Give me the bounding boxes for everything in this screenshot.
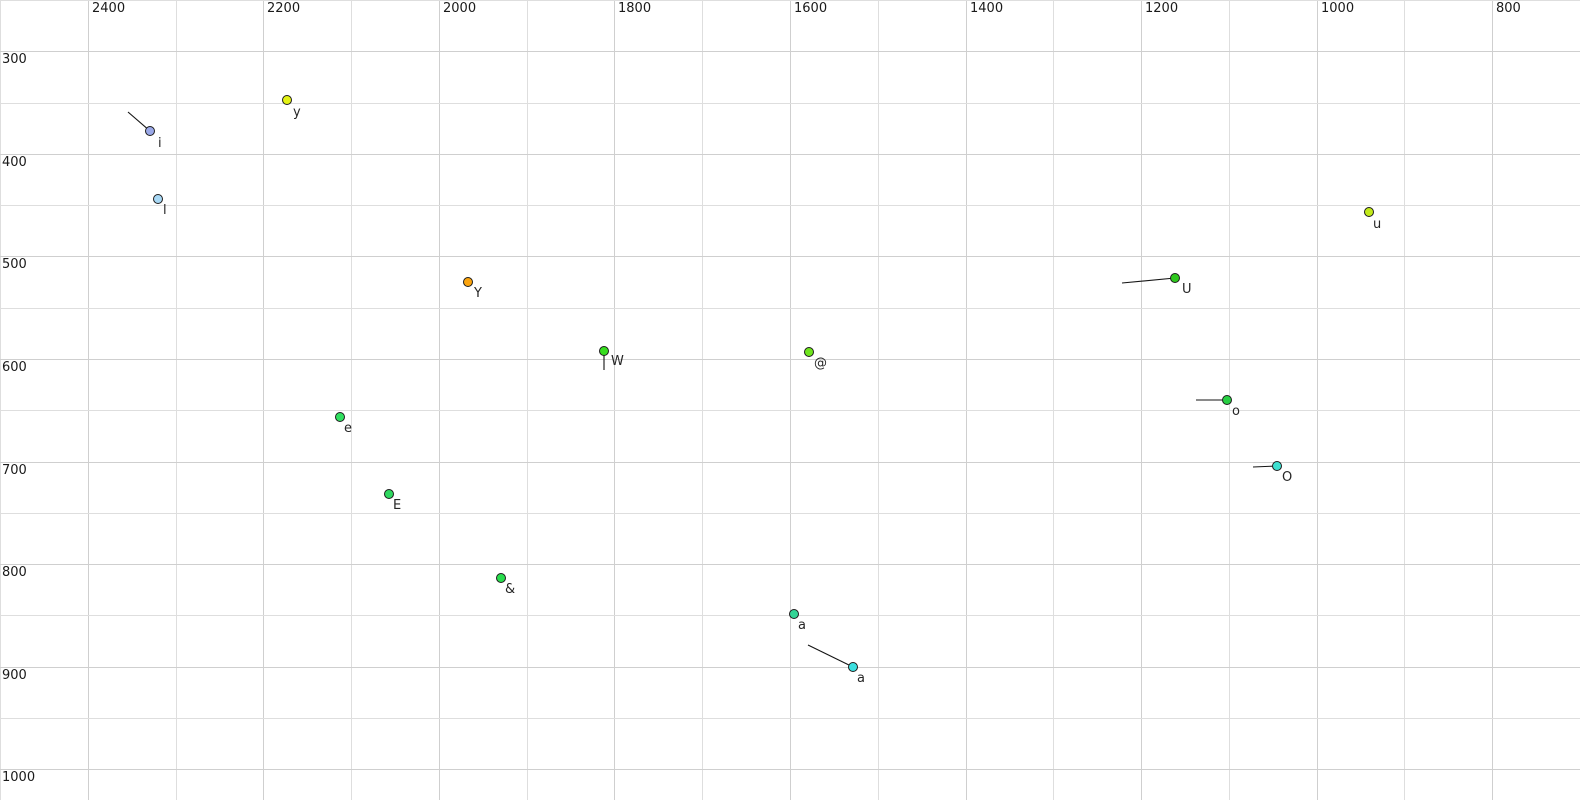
data-point-label: U — [1182, 282, 1192, 297]
y-gridline-major — [0, 769, 1580, 770]
y-gridline-minor — [0, 308, 1580, 309]
y-tick-label: 400 — [2, 155, 27, 170]
y-gridline-minor — [0, 103, 1580, 104]
x-gridline-major — [1317, 0, 1318, 800]
leader-line — [1196, 399, 1227, 401]
x-tick-label: 800 — [1496, 1, 1521, 16]
data-point[interactable] — [599, 346, 609, 356]
data-point-label: E — [393, 498, 402, 513]
x-gridline-major — [439, 0, 440, 800]
x-tick-label: 1400 — [970, 1, 1004, 16]
data-point-label: l — [163, 203, 167, 218]
y-gridline-minor — [0, 410, 1580, 411]
data-point[interactable] — [789, 609, 799, 619]
x-tick-label: 2200 — [267, 1, 301, 16]
y-gridline-major — [0, 51, 1580, 52]
y-gridline-minor — [0, 718, 1580, 719]
y-gridline-minor — [0, 205, 1580, 206]
data-point[interactable] — [145, 126, 155, 136]
leader-line — [807, 644, 854, 668]
data-point-label: @ — [814, 356, 827, 371]
x-tick-label: 1600 — [794, 1, 828, 16]
x-tick-label: 1800 — [618, 1, 652, 16]
y-gridline-major — [0, 256, 1580, 257]
x-gridline-minor — [878, 0, 879, 800]
x-gridline-major — [88, 0, 89, 800]
data-point[interactable] — [848, 662, 858, 672]
data-point[interactable] — [804, 347, 814, 357]
data-point[interactable] — [1170, 273, 1180, 283]
x-gridline-minor — [351, 0, 352, 800]
x-gridline-minor — [702, 0, 703, 800]
data-point[interactable] — [1222, 395, 1232, 405]
y-tick-label: 500 — [2, 257, 27, 272]
y-gridline-major — [0, 667, 1580, 668]
y-gridline-major — [0, 564, 1580, 565]
y-gridline-major — [0, 462, 1580, 463]
y-tick-label: 1000 — [2, 770, 36, 785]
x-gridline-minor — [527, 0, 528, 800]
y-gridline-minor — [0, 0, 1580, 1]
x-gridline-major — [614, 0, 615, 800]
data-point[interactable] — [1364, 207, 1374, 217]
data-point[interactable] — [282, 95, 292, 105]
data-point-label: y — [293, 105, 301, 120]
x-gridline-minor — [1053, 0, 1054, 800]
data-point-label: i — [158, 136, 162, 151]
data-point-label: O — [1282, 470, 1293, 485]
data-point-label: u — [1373, 217, 1382, 232]
x-gridline-minor — [0, 0, 1, 800]
data-point-label: e — [344, 421, 352, 436]
y-tick-label: 800 — [2, 565, 27, 580]
data-point[interactable] — [384, 489, 394, 499]
y-gridline-major — [0, 154, 1580, 155]
y-gridline-major — [0, 359, 1580, 360]
x-gridline-minor — [176, 0, 177, 800]
data-point[interactable] — [496, 573, 506, 583]
leader-line — [1121, 277, 1176, 284]
data-point[interactable] — [335, 412, 345, 422]
data-point-label: Y — [474, 286, 482, 301]
x-gridline-major — [966, 0, 967, 800]
x-gridline-major — [1141, 0, 1142, 800]
y-tick-label: 700 — [2, 463, 27, 478]
data-point[interactable] — [463, 277, 473, 287]
x-tick-label: 2400 — [92, 1, 126, 16]
x-tick-label: 2000 — [443, 1, 477, 16]
data-point[interactable] — [1272, 461, 1282, 471]
y-gridline-minor — [0, 513, 1580, 514]
x-gridline-minor — [1404, 0, 1405, 800]
data-point-label: a — [857, 671, 865, 686]
data-point-label: & — [505, 582, 516, 597]
y-tick-label: 600 — [2, 360, 27, 375]
y-tick-label: 900 — [2, 668, 27, 683]
x-tick-label: 1200 — [1145, 1, 1179, 16]
data-point-label: W — [611, 354, 624, 369]
x-gridline-major — [263, 0, 264, 800]
data-point[interactable] — [153, 194, 163, 204]
x-gridline-major — [1492, 0, 1493, 800]
x-gridline-major — [790, 0, 791, 800]
data-point-label: o — [1232, 404, 1240, 419]
y-tick-label: 300 — [2, 52, 27, 67]
data-point-label: a — [798, 618, 806, 633]
x-tick-label: 1000 — [1321, 1, 1355, 16]
